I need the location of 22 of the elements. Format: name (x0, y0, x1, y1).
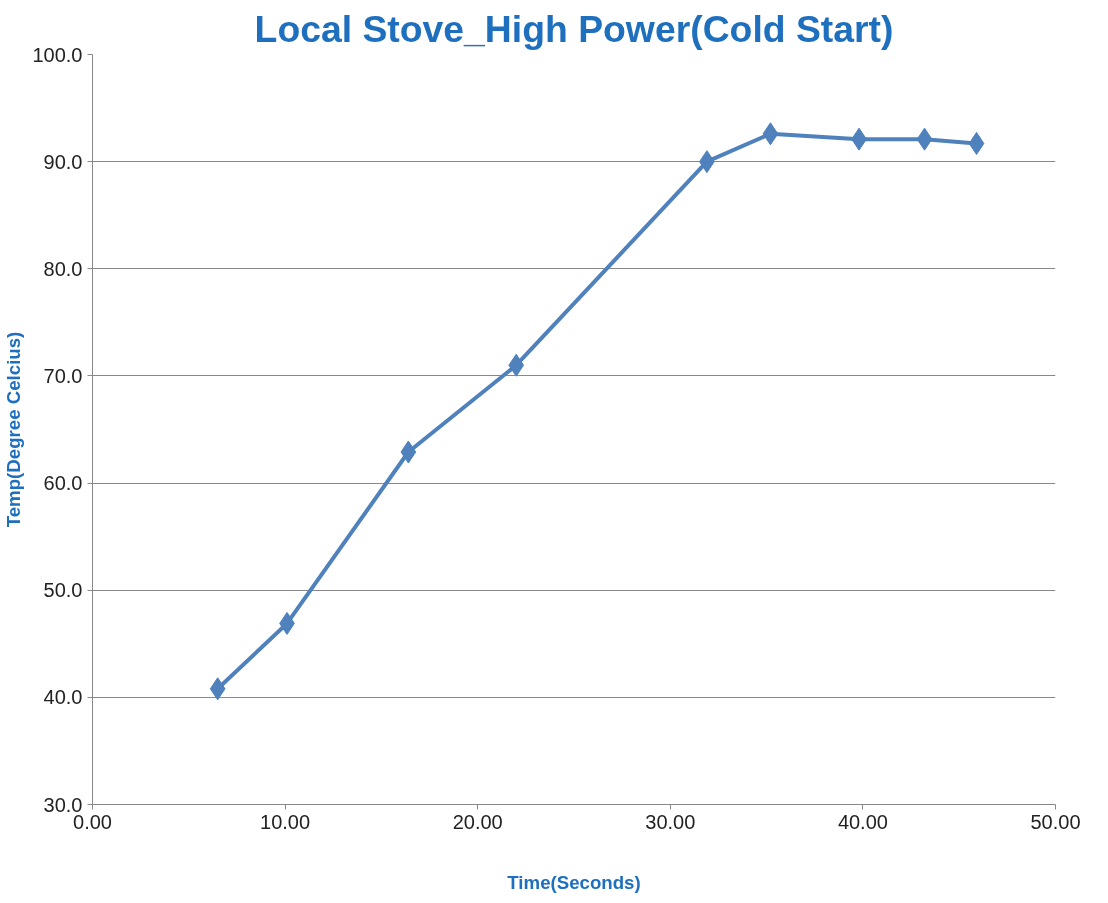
x-tick-label: 20.00 (452, 810, 503, 833)
y-tick-label: 60.0 (43, 472, 83, 495)
point (209, 677, 226, 701)
y-tick-label: 90.0 (43, 150, 83, 173)
point (916, 127, 933, 151)
y-tick-label: 40.0 (43, 686, 83, 709)
x-tick-label: 30.00 (645, 810, 696, 833)
chart-title: Local Stove_High Power(Cold Start) (254, 7, 894, 50)
y-tick-label: 30.0 (43, 793, 83, 816)
y-tick-label: 100.0 (32, 43, 83, 66)
point (762, 122, 779, 146)
y-tick-label: 80.0 (43, 257, 83, 280)
y-tick-label: 50.0 (43, 579, 83, 602)
point (508, 353, 525, 377)
x-tick-label: 10.00 (260, 810, 311, 833)
y-axis-title: Temp(Degree Celcius) (3, 331, 25, 528)
point (968, 131, 985, 155)
point (400, 440, 417, 464)
x-tick-label: 50.00 (1030, 810, 1081, 833)
x-tick-label: 40.00 (837, 810, 888, 833)
x-axis-title: Time(Seconds) (507, 871, 641, 893)
y-tick-label: 70.0 (43, 364, 83, 387)
